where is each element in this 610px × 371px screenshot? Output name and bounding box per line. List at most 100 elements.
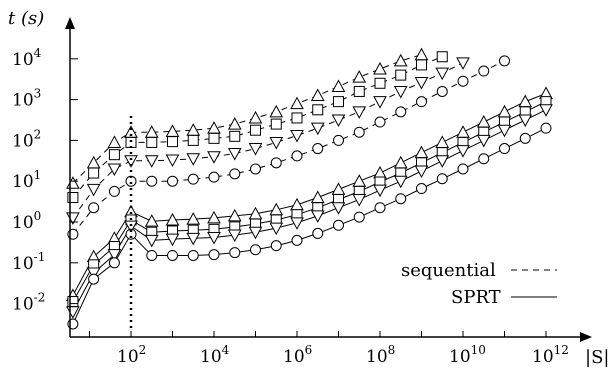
- data-point-square: [250, 124, 261, 136]
- data-point-triangle-up: [66, 176, 80, 189]
- axes: [65, 17, 592, 342]
- data-point-triangle-up: [248, 110, 263, 124]
- series-line-sequential-triangle-up: [72, 54, 422, 184]
- data-point-triangle-up: [107, 135, 122, 148]
- data-point-triangle-down: [310, 210, 325, 223]
- x-axis-arrow: [580, 332, 592, 342]
- data-point-triangle-up: [227, 208, 242, 222]
- data-point-triangle-up: [207, 210, 221, 224]
- x-tick-label: 106: [283, 343, 312, 367]
- data-point-circle: [250, 163, 261, 175]
- data-point-triangle-down: [414, 76, 429, 90]
- data-point-triangle-down: [248, 226, 263, 240]
- x-ticks: 102 104 106 108 1010 1012: [89, 331, 569, 367]
- x-tick-label: 1010: [449, 343, 486, 367]
- data-point-triangle-down: [207, 232, 221, 245]
- data-point-circle: [208, 249, 220, 261]
- data-point-circle: [478, 153, 490, 165]
- data-point-triangle-up: [393, 53, 408, 67]
- data-point-triangle-down: [539, 104, 553, 117]
- data-point-triangle-down: [227, 229, 242, 243]
- data-point-triangle-down: [435, 155, 450, 168]
- data-point-triangle-down: [393, 175, 408, 189]
- data-point-circle: [499, 55, 510, 67]
- data-point-circle: [395, 193, 407, 205]
- data-point-triangle-down: [107, 249, 122, 262]
- data-point-circle: [457, 75, 469, 87]
- data-point-circle: [108, 185, 120, 197]
- data-point-circle: [519, 132, 531, 144]
- data-point-circle: [88, 273, 100, 285]
- data-point-triangle-down: [290, 130, 304, 143]
- x-tick-label: 102: [117, 343, 146, 367]
- series-line-sequential-circle: [72, 60, 505, 235]
- data-point-triangle-down: [518, 114, 533, 128]
- data-point-circle: [457, 163, 469, 175]
- y-tick-label: 102: [12, 127, 41, 151]
- data-point-square: [291, 112, 303, 124]
- data-point-triangle-up: [497, 104, 512, 118]
- data-point-circle: [499, 143, 510, 155]
- data-point-triangle-down: [124, 155, 138, 168]
- data-point-triangle-up: [331, 79, 346, 93]
- data-point-circle: [395, 106, 407, 118]
- data-point-circle: [125, 228, 137, 240]
- data-point-triangle-up: [227, 117, 242, 130]
- data-point-circle: [353, 126, 365, 138]
- data-point-triangle-down: [497, 124, 512, 138]
- data-point-triangle-up: [456, 125, 470, 138]
- plot-markers: [66, 47, 553, 330]
- data-point-triangle-up: [414, 47, 429, 61]
- data-point-circle: [108, 257, 120, 269]
- data-point-square: [67, 192, 79, 204]
- data-point-triangle-up: [435, 135, 450, 148]
- data-point-square: [187, 134, 199, 146]
- data-point-circle: [229, 247, 241, 259]
- plot-lines: [72, 54, 547, 325]
- data-point-square: [108, 149, 120, 161]
- data-point-triangle-down: [352, 194, 367, 207]
- data-point-triangle-up: [352, 70, 367, 83]
- data-point-triangle-down: [227, 147, 242, 161]
- data-point-triangle-up: [373, 165, 387, 179]
- data-point-triangle-down: [107, 163, 122, 177]
- data-point-triangle-down: [144, 155, 159, 168]
- data-point-triangle-down: [435, 67, 450, 81]
- data-point-circle: [291, 150, 303, 162]
- data-point-circle: [208, 171, 220, 183]
- data-point-circle: [333, 134, 344, 146]
- data-point-triangle-up: [414, 145, 429, 159]
- y-ticks: 10-2 10-1 100 101 102 103 104: [12, 46, 78, 315]
- data-point-triangle-down: [373, 184, 387, 198]
- data-point-circle: [291, 234, 303, 246]
- data-point-triangle-up: [290, 197, 304, 211]
- data-point-triangle-up: [476, 114, 491, 128]
- data-point-circle: [540, 122, 552, 134]
- data-point-circle: [416, 183, 427, 195]
- data-point-triangle-down: [373, 96, 387, 109]
- data-point-circle: [416, 96, 427, 108]
- legend-label-sequential: sequential: [401, 260, 496, 281]
- data-point-circle: [374, 116, 386, 128]
- data-point-circle: [270, 157, 282, 169]
- legend-label-sprt: SPRT: [451, 287, 501, 308]
- data-point-square: [416, 59, 427, 71]
- data-point-triangle-up: [352, 174, 367, 187]
- data-point-triangle-down: [310, 122, 325, 136]
- y-axis-label: t (s): [8, 8, 44, 29]
- x-tick-label: 108: [366, 343, 395, 367]
- data-point-circle: [167, 249, 178, 261]
- y-axis-arrow: [65, 17, 75, 29]
- data-point-triangle-up: [518, 94, 533, 108]
- data-point-triangle-down: [124, 220, 138, 234]
- data-point-triangle-up: [269, 104, 284, 118]
- data-point-circle: [436, 173, 448, 185]
- y-tick-label: 100: [12, 209, 41, 233]
- data-point-circle: [478, 65, 490, 77]
- data-point-square: [333, 96, 344, 108]
- data-point-square: [353, 85, 365, 97]
- data-point-triangle-up: [373, 61, 387, 75]
- y-tick-label: 10-1: [12, 250, 45, 274]
- data-point-circle: [88, 202, 100, 214]
- data-point-circle: [146, 249, 158, 261]
